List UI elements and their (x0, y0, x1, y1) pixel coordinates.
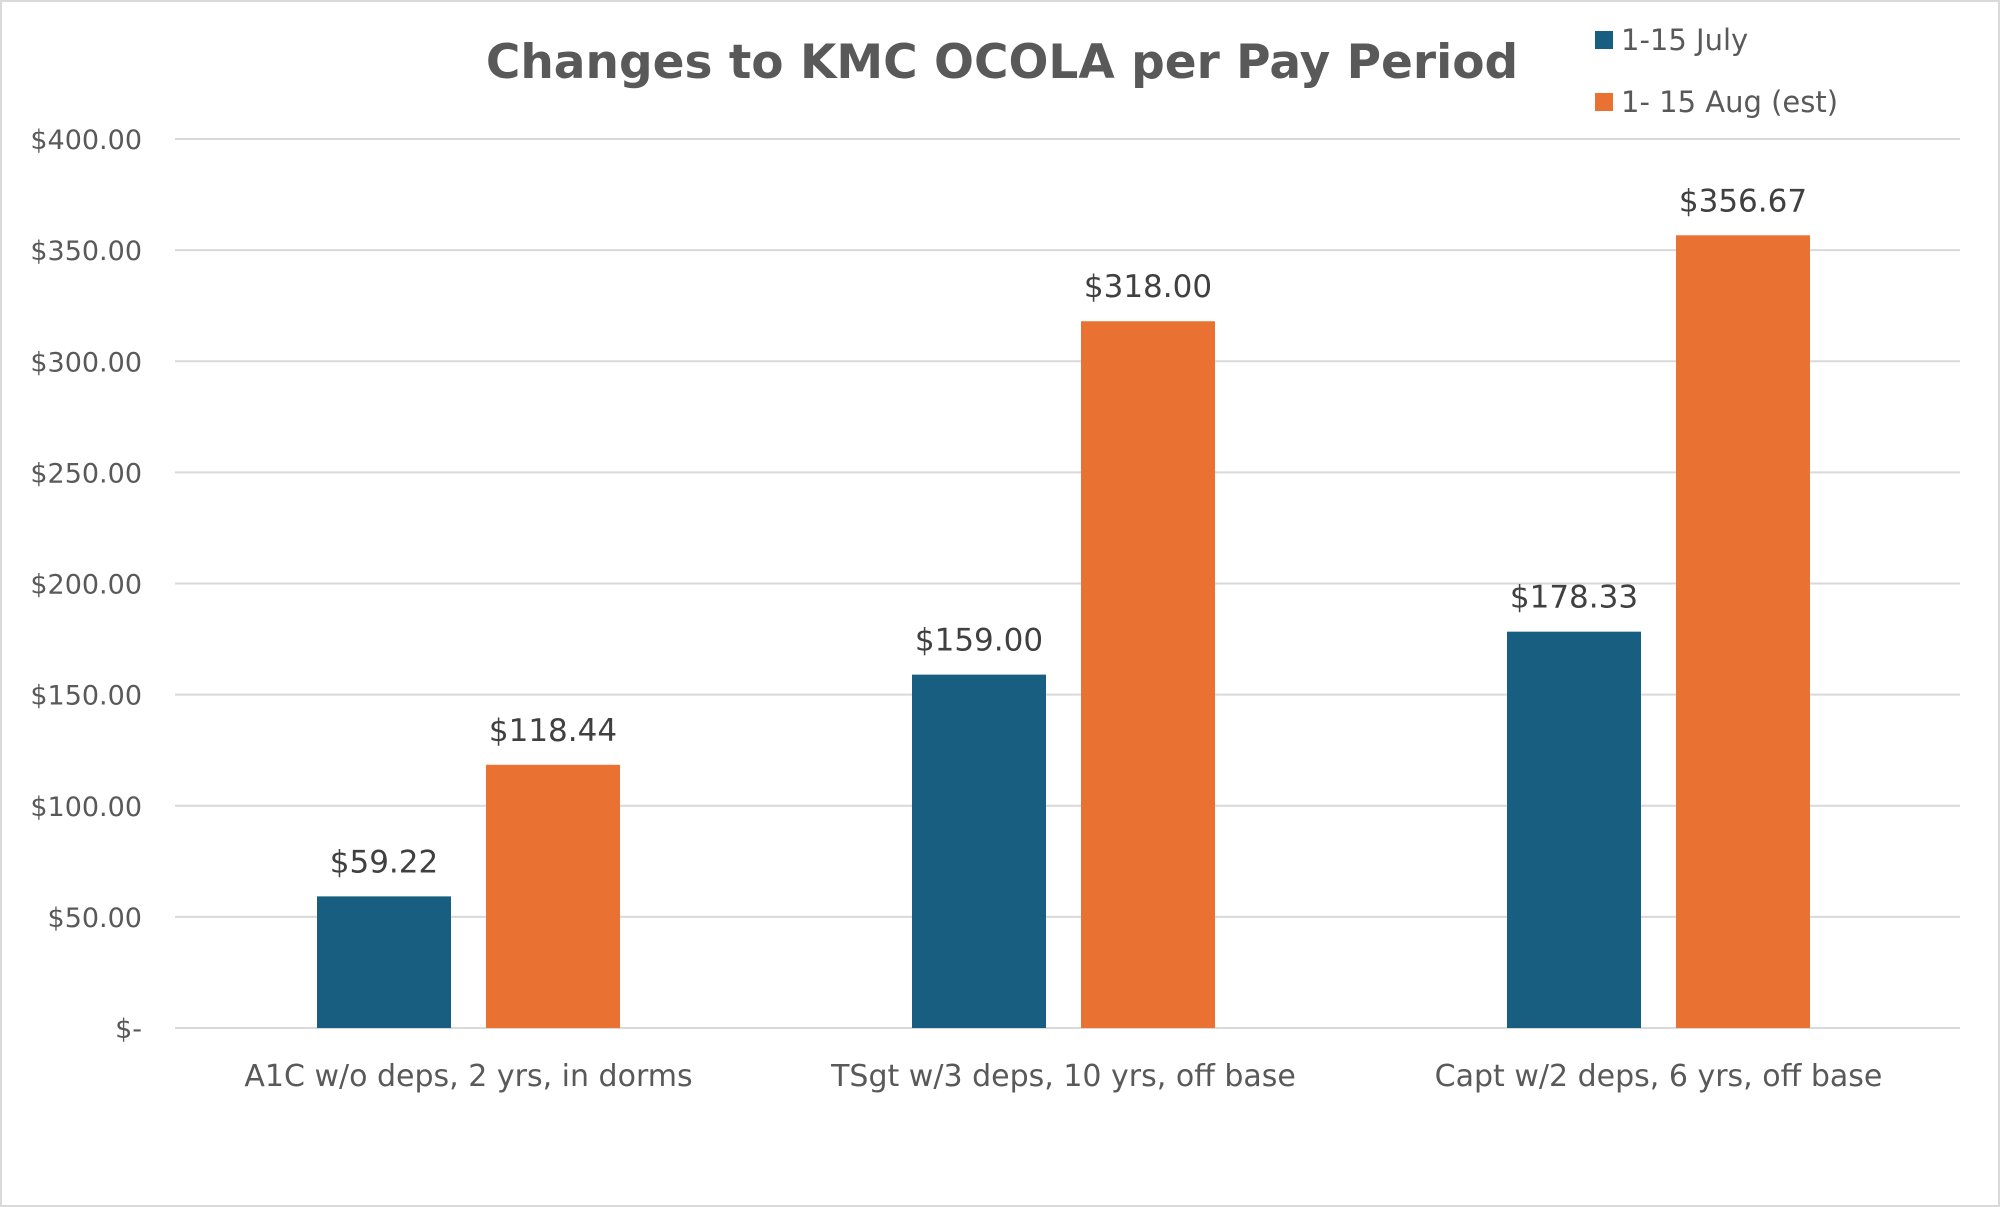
legend-swatch (1595, 93, 1613, 111)
y-tick-label: $250.00 (30, 458, 142, 489)
y-tick-label: $150.00 (30, 681, 142, 712)
data-label: $318.00 (1084, 269, 1212, 305)
bar-july-2 (912, 674, 1046, 1028)
bar-aug-3 (1676, 235, 1810, 1029)
y-tick-label: $200.00 (30, 570, 142, 601)
bar-july-3 (1507, 631, 1641, 1028)
x-axis-category-labels: A1C w/o deps, 2 yrs, in dorms TSgt w/3 de… (244, 1059, 1882, 1094)
data-label: $59.22 (330, 844, 438, 880)
data-label: $356.67 (1679, 183, 1807, 219)
bar-aug-2 (1081, 321, 1215, 1028)
legend-swatch (1595, 31, 1613, 49)
legend-label: 1-15 July (1621, 23, 1748, 57)
bars (317, 235, 1810, 1029)
x-category-label: A1C w/o deps, 2 yrs, in dorms (244, 1059, 692, 1094)
y-tick-label: $50.00 (48, 903, 142, 934)
data-label: $159.00 (915, 623, 1043, 659)
chart-title: Changes to KMC OCOLA per Pay Period (486, 35, 1518, 90)
y-tick-label: $300.00 (30, 347, 142, 378)
legend-label: 1- 15 Aug (est) (1621, 85, 1838, 119)
x-category-label: TSgt w/3 deps, 10 yrs, off base (830, 1059, 1296, 1094)
y-tick-label: $350.00 (30, 236, 142, 267)
y-axis-tick-labels: $- $50.00 $100.00 $150.00 $200.00 $250.00 $300… (30, 125, 142, 1045)
x-category-label: Capt w/2 deps, 6 yrs, off base (1435, 1059, 1883, 1094)
gridlines (175, 138, 1960, 1029)
bar-july-1 (317, 896, 451, 1028)
y-tick-label: $- (115, 1014, 142, 1045)
y-tick-label: $100.00 (30, 792, 142, 823)
data-labels: $59.22 $118.44 $159.00 $318.00 $178.33 $356.6… (330, 183, 1807, 880)
y-tick-label: $400.00 (30, 125, 142, 156)
data-label: $118.44 (489, 713, 617, 749)
bar-aug-1 (486, 764, 620, 1028)
data-label: $178.33 (1510, 580, 1638, 616)
legend: 1-15 July 1- 15 Aug (est) (1595, 23, 1838, 119)
